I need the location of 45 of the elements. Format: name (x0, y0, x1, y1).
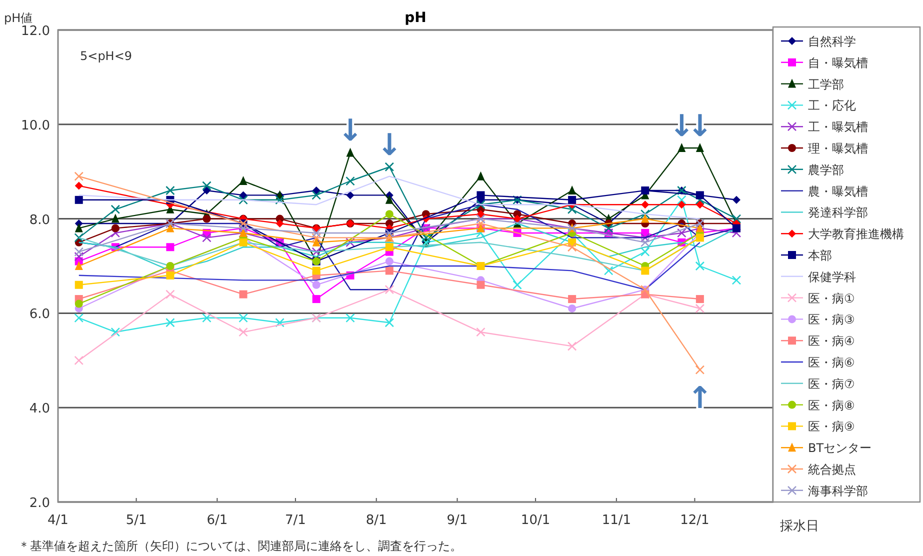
legend-label: 統合拠点 (808, 462, 856, 476)
y-tick-label: 12.0 (21, 24, 50, 39)
y-tick-label: 2.0 (29, 496, 50, 511)
x-tick-label: 12/1 (680, 513, 710, 528)
legend-label: 保健学科 (808, 270, 856, 284)
legend-label: 自然科学 (808, 34, 856, 48)
text: ＊基準値を超えた箇所（矢印）については、関連部局に連絡をし、調査を行った。 (18, 539, 462, 553)
annotation: ↓ (376, 128, 402, 163)
chart-title: pH (404, 10, 426, 26)
x-tick-label: 10/1 (520, 513, 550, 528)
legend-label: 本部 (808, 248, 832, 262)
legend-label: 医・病⑧ (808, 398, 855, 412)
legend-label: 医・病⑦ (808, 376, 855, 391)
y-tick-label: 4.0 (29, 402, 50, 417)
annotation: 5<pH<9 (80, 49, 132, 63)
legend-label: 大学教育推進機構 (808, 227, 904, 242)
legend-label: BTセンター (808, 441, 872, 456)
legend-label: 医・病③ (808, 312, 855, 327)
legend-label: 自・曝気槽 (808, 56, 868, 70)
y-axis-title: pH値 (4, 11, 33, 25)
x-tick-label: 8/1 (366, 513, 387, 528)
legend-label: 工・応化 (808, 98, 856, 113)
legend-label: 工・曝気槽 (808, 120, 868, 134)
legend-label: 理・曝気槽 (808, 142, 868, 156)
x-tick-label: 4/1 (48, 513, 68, 528)
y-tick-label: 10.0 (21, 118, 50, 134)
annotation: ↑ (687, 380, 713, 416)
legend-label: 医・病⑥ (808, 356, 855, 370)
legend-label: 農学部 (808, 162, 844, 177)
y-tick-label: 6.0 (29, 307, 50, 322)
legend-label: 海事科学部 (808, 484, 868, 498)
legend-label: 発達科学部 (808, 206, 868, 220)
legend-label: 医・病④ (808, 334, 855, 348)
x-tick-label: 6/1 (206, 513, 228, 528)
legend-label: 工学部 (808, 77, 844, 92)
x-tick-label: 9/1 (446, 513, 468, 528)
y-tick-label: 8.0 (29, 212, 50, 228)
annotation: ↓ (338, 114, 363, 149)
x-tick-label: 11/1 (602, 513, 632, 528)
legend-label: 農・曝気槽 (808, 184, 868, 198)
x-tick-label: 7/1 (285, 513, 306, 528)
legend-label: 医・病① (808, 291, 855, 306)
x-tick-label: 5/1 (126, 513, 147, 528)
x-axis-title: 採水日 (780, 519, 819, 534)
legend-label: 医・病⑨ (808, 420, 855, 434)
